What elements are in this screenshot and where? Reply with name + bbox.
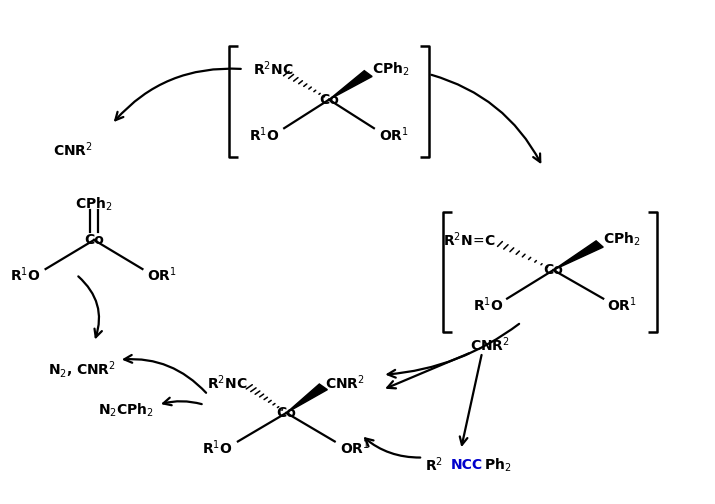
Text: R$^2$NC: R$^2$NC	[207, 373, 247, 392]
Polygon shape	[553, 241, 603, 270]
FancyArrowPatch shape	[388, 324, 519, 377]
Text: CPh$_2$: CPh$_2$	[603, 231, 641, 248]
Text: Co: Co	[277, 406, 296, 420]
Text: NCC: NCC	[451, 458, 483, 472]
Text: N$_2$, CNR$^2$: N$_2$, CNR$^2$	[48, 359, 116, 381]
Text: CNR$^2$: CNR$^2$	[53, 140, 92, 159]
FancyArrowPatch shape	[115, 69, 241, 120]
FancyArrowPatch shape	[124, 355, 206, 393]
Text: R$^1$O: R$^1$O	[202, 438, 233, 457]
Text: CNR$^2$: CNR$^2$	[325, 373, 365, 392]
FancyArrowPatch shape	[163, 398, 202, 405]
Text: OR$^1$: OR$^1$	[147, 265, 177, 284]
FancyArrowPatch shape	[365, 438, 420, 458]
Text: R$^1$O: R$^1$O	[10, 265, 41, 284]
Polygon shape	[329, 71, 372, 100]
Text: OR$^1$: OR$^1$	[340, 438, 370, 457]
FancyArrowPatch shape	[79, 276, 102, 337]
Text: N$_2$CPh$_2$: N$_2$CPh$_2$	[98, 401, 154, 419]
Text: R$^1$O: R$^1$O	[473, 295, 503, 314]
Text: Co: Co	[84, 233, 104, 247]
Text: CPh$_2$: CPh$_2$	[372, 60, 410, 78]
Text: Ph$_2$: Ph$_2$	[483, 456, 511, 474]
FancyArrowPatch shape	[460, 355, 482, 445]
Text: Co: Co	[543, 263, 563, 277]
Text: CPh$_2$: CPh$_2$	[75, 196, 113, 213]
Text: R$^1$O: R$^1$O	[249, 125, 279, 144]
Polygon shape	[286, 384, 327, 413]
Text: Co: Co	[319, 93, 339, 107]
Text: OR$^1$: OR$^1$	[607, 295, 636, 314]
FancyArrowPatch shape	[431, 75, 541, 162]
Text: CNR$^2$: CNR$^2$	[470, 336, 509, 354]
Text: R$^2$: R$^2$	[425, 456, 443, 474]
Text: OR$^1$: OR$^1$	[379, 125, 409, 144]
Text: R$^2$NC: R$^2$NC	[253, 60, 293, 78]
Text: R$^2$N$\!=\!$C: R$^2$N$\!=\!$C	[443, 230, 496, 249]
FancyArrowPatch shape	[388, 353, 469, 389]
